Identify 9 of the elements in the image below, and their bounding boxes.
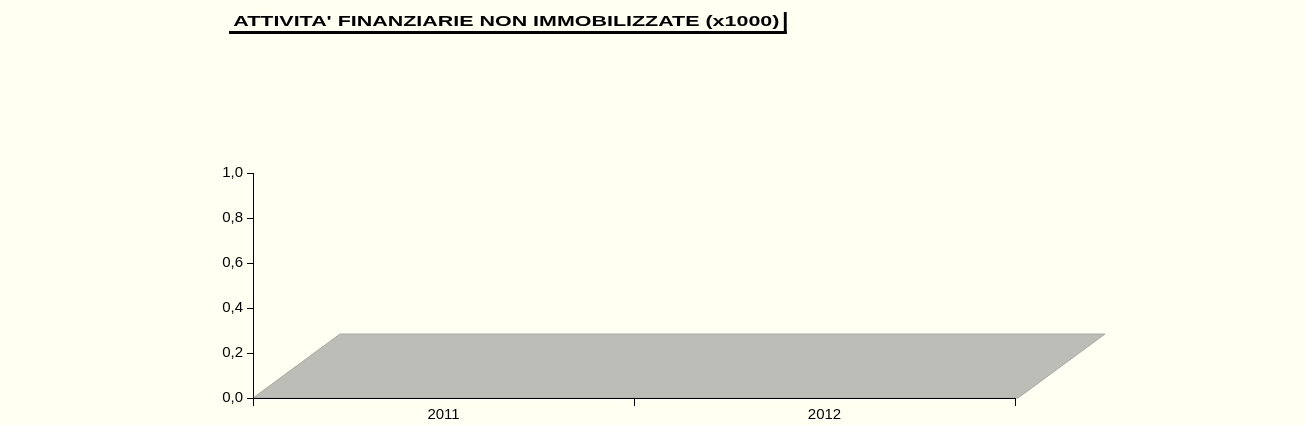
chart-title: ATTIVITA' FINANZIARIE NON IMMOBILIZZATE (x1000)	[229, 12, 787, 34]
y-tick-label: 0,2	[222, 343, 243, 361]
y-tick-label: 0,4	[222, 298, 243, 316]
y-tick-label: 0,6	[222, 253, 243, 271]
x-tick-label: 2012	[807, 405, 842, 423]
y-tick-label: 0,8	[222, 208, 243, 226]
x-tick-label: 2011	[427, 405, 460, 423]
y-tick-label: 1,0	[222, 163, 243, 181]
y-tick-label: 0,0	[222, 388, 243, 406]
